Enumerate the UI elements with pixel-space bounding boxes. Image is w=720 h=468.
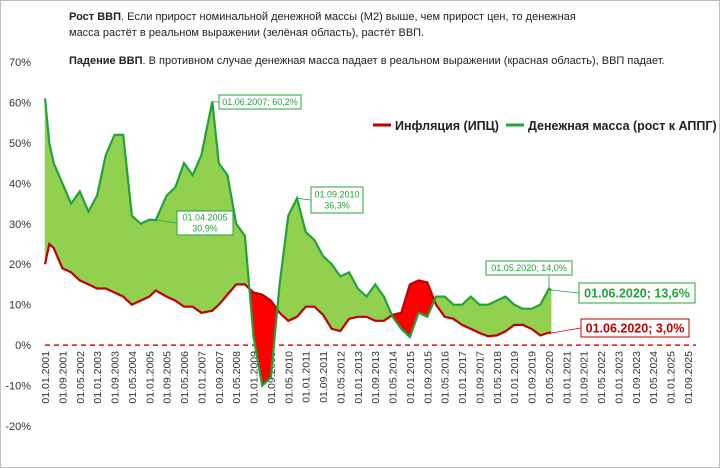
x-tick-label: 01.05.2024	[648, 351, 660, 404]
note-bold: Рост ВВП	[69, 11, 121, 23]
note: Падение ВВП. В противном случае денежная…	[69, 53, 689, 69]
x-tick-label: 01.05.2002	[75, 351, 87, 404]
x-tick-label: 01.05.2014	[388, 351, 400, 404]
x-tick-label: 01.05.2012	[335, 351, 347, 404]
y-tick-label: 60%	[9, 97, 31, 109]
y-tick-label: -20%	[5, 421, 31, 433]
x-tick-label: 01.05.2004	[127, 351, 139, 404]
x-tick-label: 01.05.2008	[231, 351, 243, 404]
annotation-box	[310, 186, 364, 214]
annotation-text: 01.06.2020; 3,0%	[586, 321, 685, 335]
annotation-leader	[551, 289, 580, 294]
x-tick-label: 01.09.2017	[474, 351, 486, 404]
growth-area	[314, 239, 324, 316]
annotation-text: 01.05.2020; 14,0%	[491, 263, 567, 273]
x-tick-label: 01.09.2023	[631, 351, 643, 404]
annotation-box	[580, 318, 690, 338]
growth-area	[62, 183, 72, 273]
x-tick-label: 01.09.2015	[422, 351, 434, 404]
growth-area	[548, 287, 552, 334]
legend-label: Инфляция (ИПЦ)	[395, 119, 499, 133]
decline-area	[418, 280, 428, 318]
growth-area	[288, 198, 298, 322]
x-tick-label: 01.01.2023	[613, 351, 625, 404]
y-tick-label: 30%	[9, 219, 31, 231]
growth-area	[305, 231, 315, 307]
growth-area	[496, 296, 506, 336]
growth-area	[70, 190, 81, 281]
y-tick-label: 40%	[9, 178, 31, 190]
growth-area	[487, 300, 498, 337]
x-tick-label: 01.01.2011	[301, 351, 313, 403]
series-line	[43, 241, 552, 338]
note-text: . Если прирост номинальной денежной масс…	[69, 11, 576, 39]
growth-area	[166, 186, 176, 302]
x-tick-label: 01.01.2003	[92, 351, 104, 404]
annotation-box	[578, 282, 696, 304]
decline-area	[409, 280, 419, 338]
annotation-leader	[296, 197, 312, 201]
annotation-box	[485, 260, 573, 276]
annotation-box	[176, 210, 234, 236]
x-tick-label: 01.09.2013	[370, 351, 382, 404]
x-tick-label: 01.05.2022	[596, 351, 608, 404]
growth-area	[131, 215, 141, 306]
growth-area	[140, 219, 150, 302]
annotation-text: 01.04.2005	[182, 213, 227, 223]
y-tick-label: 50%	[9, 138, 31, 150]
x-tick-label: 01.09.2019	[527, 351, 539, 404]
x-tick-label: 01.05.2010	[283, 351, 295, 404]
annotation-box	[218, 94, 302, 110]
x-tick-label: 01.01.2017	[457, 351, 469, 404]
x-tick-label: 01.09.2011	[318, 351, 330, 403]
x-tick-label: 01.01.2007	[196, 351, 208, 404]
y-tick-label: 10%	[9, 300, 31, 312]
growth-area	[122, 134, 133, 306]
x-tick-label: 01.01.2015	[405, 351, 417, 404]
x-tick-label: 01.05.2006	[179, 351, 191, 404]
x-tick-label: 01.09.2001	[57, 351, 69, 404]
x-tick-label: 01.01.2025	[666, 351, 678, 404]
annotation-text: 01.06.2007; 60,2%	[222, 97, 298, 107]
growth-area	[79, 191, 89, 285]
x-tick-label: 01.05.2020	[544, 351, 556, 404]
x-tick-label: 01.09.2025	[683, 351, 695, 404]
x-tick-label: 01.01.2019	[509, 351, 521, 404]
x-tick-label: 01.09.2007	[214, 351, 226, 404]
x-tick-label: 01.09.2005	[162, 351, 174, 404]
note-text: . В противном случае денежная масса пада…	[142, 55, 665, 67]
x-tick-label: 01.09.2003	[110, 351, 122, 404]
y-tick-label: -10%	[5, 381, 31, 393]
annotation-text: 01.06.2020; 13,6%	[584, 286, 690, 300]
y-tick-label: 20%	[9, 259, 31, 271]
growth-area	[155, 195, 167, 298]
x-tick-label: 01.01.2021	[561, 351, 573, 404]
legend-label: Денежная масса (рост к АППГ)	[528, 119, 717, 133]
x-tick-label: 01.01.2005	[144, 351, 156, 404]
x-tick-label: 01.05.2016	[440, 351, 452, 404]
annotation-text: 01.09.2010	[314, 190, 359, 200]
note: Рост ВВП. Если прирост номинальной денеж…	[69, 9, 589, 41]
x-tick-label: 01.09.2021	[579, 351, 591, 404]
decline-area	[261, 294, 272, 387]
x-tick-label: 01.01.2013	[353, 351, 365, 404]
annotation-leader	[551, 327, 582, 334]
growth-area	[149, 219, 157, 298]
x-tick-label: 01.01.2001	[40, 351, 52, 404]
x-tick-label: 01.05.2018	[492, 351, 504, 404]
annotation-text: 36,3%	[324, 201, 350, 211]
y-tick-label: 70%	[9, 57, 31, 69]
annotation-leader	[155, 219, 178, 224]
growth-area	[479, 304, 489, 337]
y-tick-label: 0%	[15, 340, 31, 352]
growth-area	[105, 134, 115, 293]
annotation-text: 30,9%	[192, 224, 218, 234]
note-bold: Падение ВВП	[69, 55, 143, 67]
growth-area	[114, 134, 124, 297]
